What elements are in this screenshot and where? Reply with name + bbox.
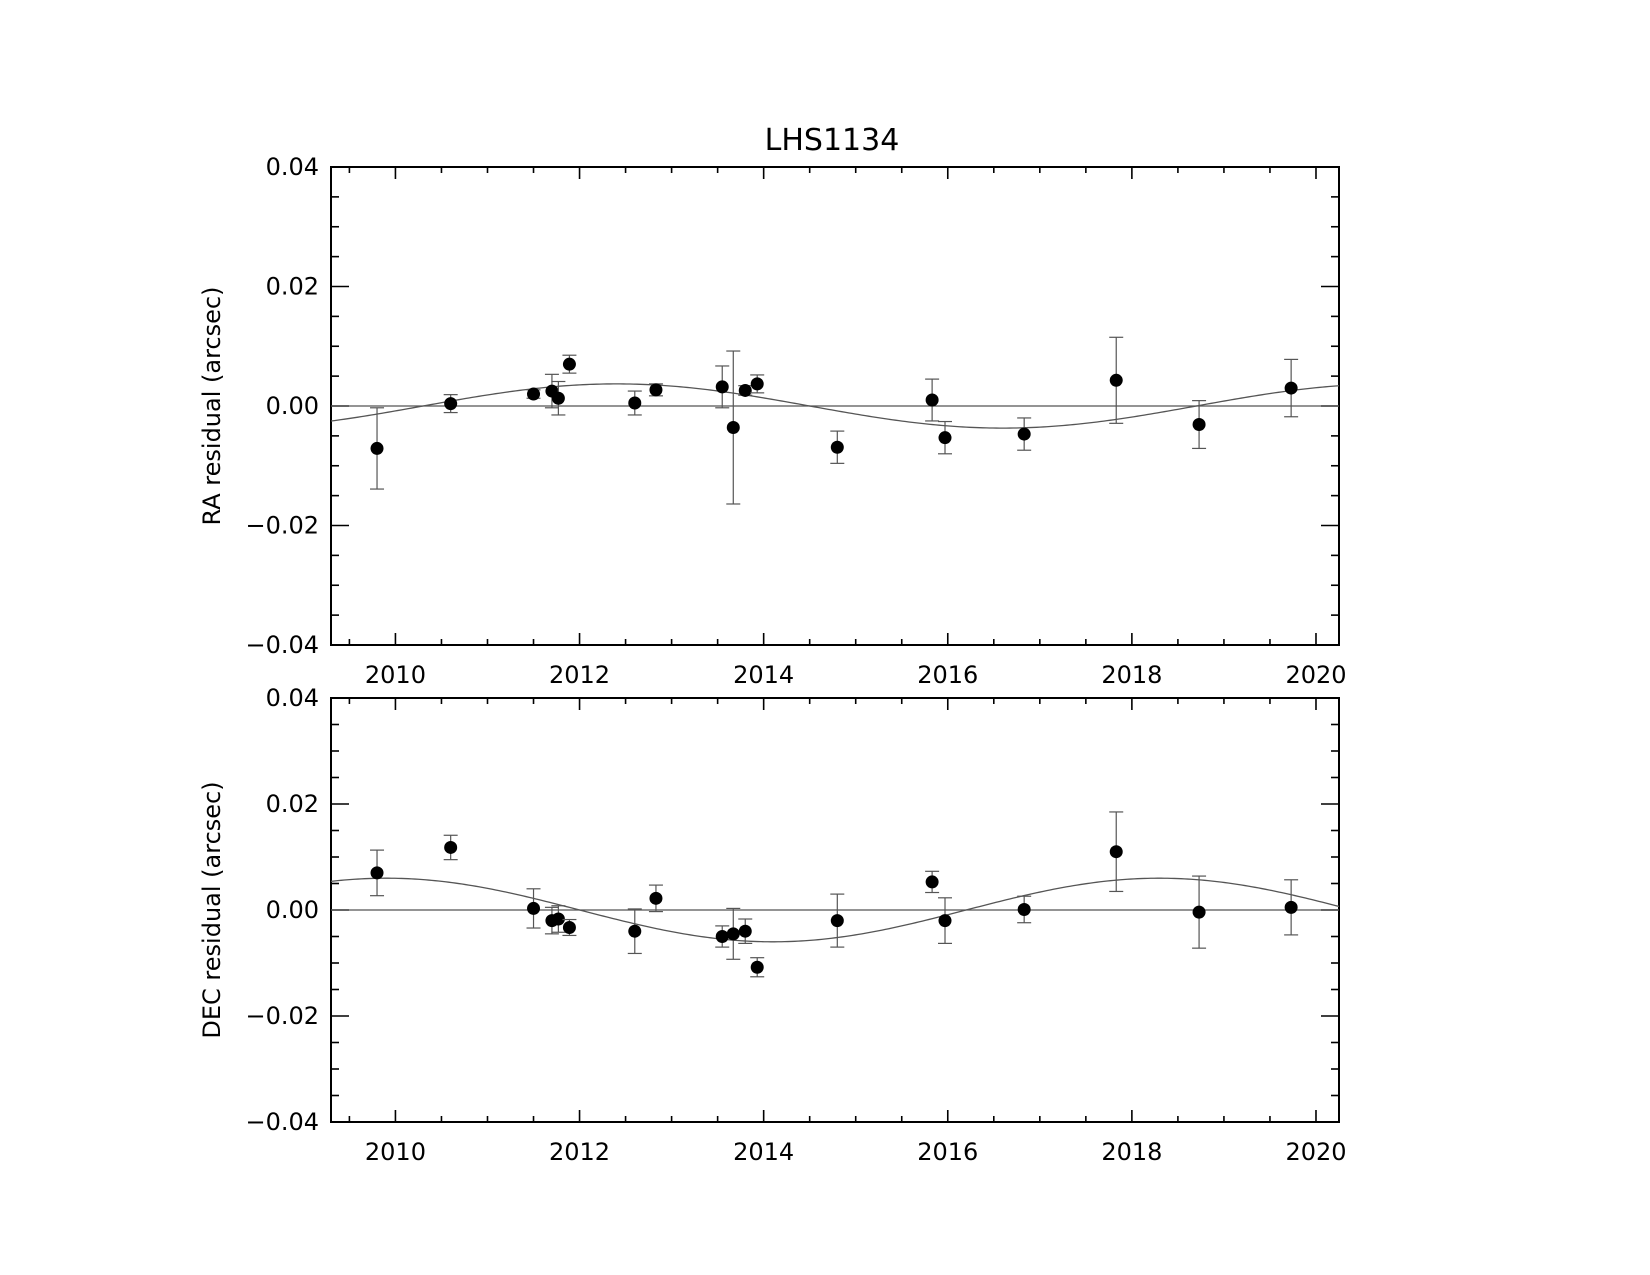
data-point <box>715 930 729 943</box>
y-tick-label: 0.04 <box>266 153 319 181</box>
data-point <box>1192 905 1206 919</box>
data-point <box>726 927 740 941</box>
data-point <box>527 387 541 401</box>
data-point <box>738 924 752 938</box>
data-point <box>370 866 384 880</box>
data-point <box>938 431 952 445</box>
x-tick-label: 2010 <box>365 661 426 689</box>
data-point <box>925 875 939 889</box>
data-point <box>1192 418 1206 432</box>
data-point <box>715 380 729 394</box>
y-tick-label: −0.02 <box>245 1002 319 1030</box>
data-point <box>628 396 642 410</box>
figure-title: LHS1134 <box>765 123 900 158</box>
data-point <box>649 383 663 397</box>
x-tick-label: 2020 <box>1285 661 1346 689</box>
data-point <box>1109 373 1123 387</box>
data-point <box>444 840 458 854</box>
data-point <box>527 901 541 915</box>
data-point <box>1284 381 1298 395</box>
x-tick-label: 2018 <box>1101 661 1162 689</box>
y-tick-label: 0.00 <box>266 896 319 924</box>
x-tick-label: 2016 <box>917 661 978 689</box>
data-point <box>551 912 565 926</box>
data-point <box>925 393 939 407</box>
data-point <box>562 357 576 371</box>
y-tick-label: 0.04 <box>266 684 319 712</box>
y-tick-label: 0.02 <box>266 273 319 301</box>
x-tick-label: 2020 <box>1285 1138 1346 1166</box>
y-axis-label: RA residual (arcsec) <box>198 287 226 526</box>
data-point <box>1017 427 1031 441</box>
data-point <box>649 891 663 905</box>
x-tick-label: 2012 <box>549 1138 610 1166</box>
data-point <box>750 960 764 974</box>
y-tick-label: 0.00 <box>266 392 319 420</box>
data-point <box>1109 845 1123 859</box>
data-point <box>444 397 458 411</box>
x-tick-label: 2016 <box>917 1138 978 1166</box>
y-tick-label: −0.04 <box>245 631 319 659</box>
y-tick-label: −0.02 <box>245 512 319 540</box>
data-point <box>551 391 565 405</box>
data-point <box>628 924 642 938</box>
x-tick-label: 2012 <box>549 661 610 689</box>
data-point <box>830 440 844 454</box>
data-point <box>1017 902 1031 916</box>
data-point <box>750 377 764 391</box>
x-tick-label: 2014 <box>733 661 794 689</box>
data-point <box>830 914 844 928</box>
x-tick-label: 2010 <box>365 1138 426 1166</box>
y-tick-label: −0.04 <box>245 1108 319 1136</box>
data-point <box>1284 900 1298 914</box>
data-point <box>562 920 576 934</box>
x-tick-label: 2014 <box>733 1138 794 1166</box>
dec-residual-panel: 2010 2012 2014 2016 2018 2020 0.04 0.02 0.00 −0.0… <box>198 684 1347 1166</box>
data-point <box>726 421 740 435</box>
x-tick-label: 2018 <box>1101 1138 1162 1166</box>
orbit-model-curve <box>330 383 1340 429</box>
data-point <box>370 441 384 455</box>
y-tick-label: 0.02 <box>266 790 319 818</box>
ra-residual-panel: 2010 2012 2014 2016 2018 2020 0.04 0.02 0.00 −0.0… <box>198 153 1347 689</box>
y-axis-label: DEC residual (arcsec) <box>198 781 226 1038</box>
data-point <box>738 383 752 397</box>
data-point <box>938 914 952 928</box>
orbit-model-curve <box>330 877 1340 943</box>
